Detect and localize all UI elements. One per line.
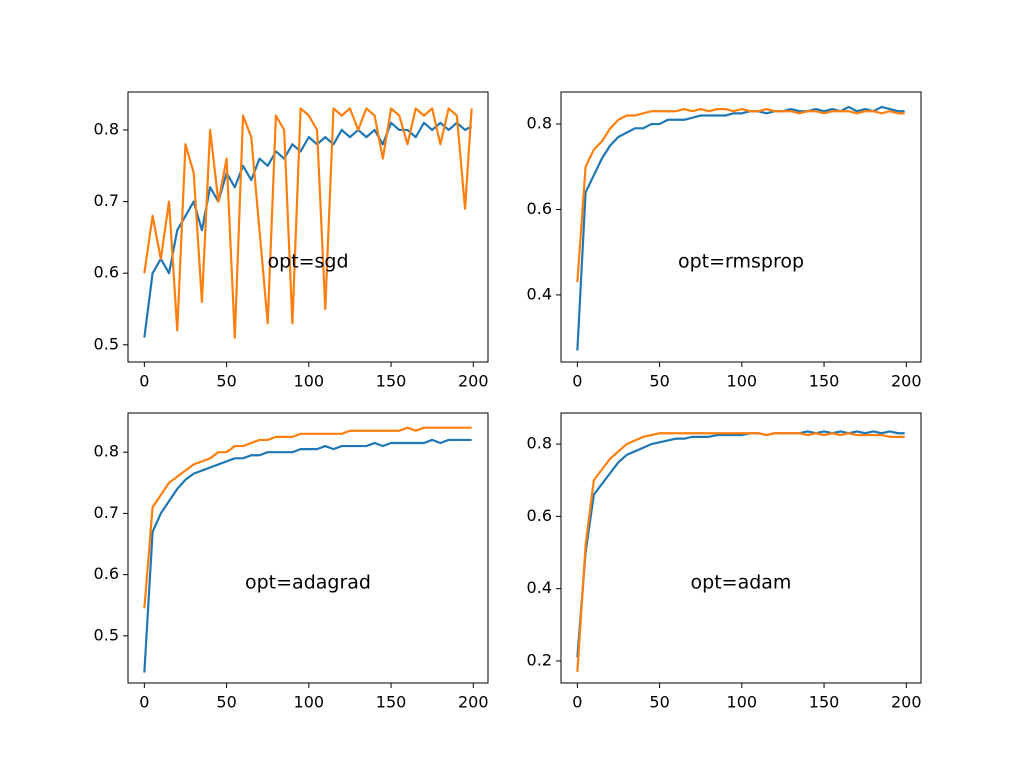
y-tick-label: 0.6	[527, 506, 552, 525]
annotation: opt=rmsprop	[678, 251, 804, 273]
y-tick-label: 0.2	[527, 650, 552, 669]
x-tick-label: 200	[891, 372, 922, 391]
x-tick-label: 100	[727, 372, 758, 391]
x-tick-label: 150	[376, 693, 407, 712]
y-tick-label: 0.4	[527, 578, 552, 597]
x-tick-label: 150	[809, 372, 840, 391]
series-line	[143, 426, 472, 609]
y-tick-label: 0.6	[94, 263, 119, 282]
y-tick-label: 0.6	[94, 564, 119, 583]
annotation: opt=adagrad	[245, 572, 371, 594]
axes-frame	[560, 412, 922, 684]
series-line	[143, 438, 472, 673]
x-tick-label: 200	[458, 693, 489, 712]
axes-frame	[127, 412, 489, 684]
series-line	[576, 430, 905, 658]
series-line	[576, 105, 905, 351]
y-tick-label: 0.8	[94, 442, 119, 461]
x-tick-label: 50	[649, 693, 669, 712]
x-tick-label: 0	[139, 372, 149, 391]
y-tick-label: 0.5	[94, 625, 119, 644]
x-tick-label: 0	[572, 693, 582, 712]
annotation: opt=adam	[691, 572, 792, 594]
series-line	[143, 107, 473, 339]
x-tick-label: 50	[649, 372, 669, 391]
y-tick-label: 0.5	[94, 334, 119, 353]
x-tick-label: 200	[458, 372, 489, 391]
y-tick-label: 0.4	[527, 284, 552, 303]
y-tick-label: 0.8	[94, 119, 119, 138]
y-tick-label: 0.8	[527, 114, 552, 133]
series-line	[576, 107, 905, 283]
y-tick-label: 0.8	[527, 434, 552, 453]
x-tick-label: 50	[216, 372, 236, 391]
x-tick-label: 100	[727, 693, 758, 712]
annotation: opt=sgd	[267, 251, 348, 273]
x-tick-label: 50	[216, 693, 236, 712]
x-tick-label: 150	[376, 372, 407, 391]
x-tick-label: 150	[809, 693, 840, 712]
x-tick-label: 100	[294, 372, 325, 391]
x-tick-label: 0	[572, 372, 582, 391]
x-tick-label: 200	[891, 693, 922, 712]
axes-frame	[560, 91, 922, 363]
y-tick-label: 0.6	[527, 199, 552, 218]
x-tick-label: 100	[294, 693, 325, 712]
series-line	[576, 432, 905, 672]
series-line	[143, 121, 473, 338]
x-tick-label: 0	[139, 693, 149, 712]
axes-frame	[127, 91, 489, 363]
y-tick-label: 0.7	[94, 191, 119, 210]
y-tick-label: 0.7	[94, 503, 119, 522]
